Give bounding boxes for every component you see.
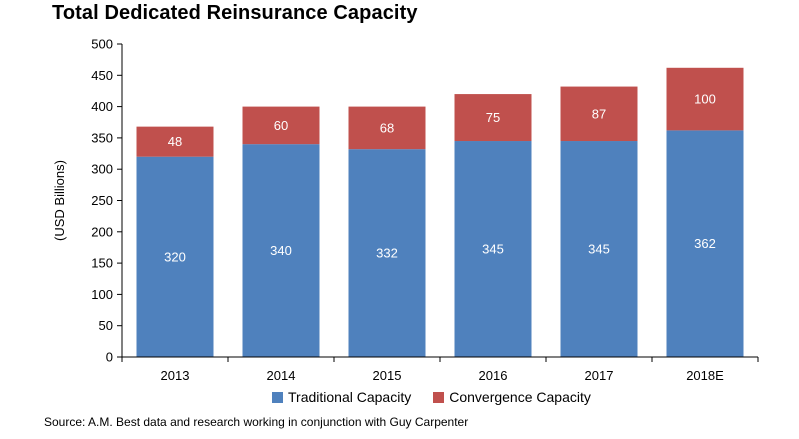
bar-traditional — [242, 144, 320, 357]
y-axis-title: (USD Billions) — [52, 160, 67, 241]
chart-title: Total Dedicated Reinsurance Capacity — [52, 2, 418, 24]
y-tick-label: 250 — [91, 193, 113, 208]
y-tick-label: 50 — [99, 318, 113, 333]
data-label: 340 — [270, 243, 292, 258]
x-tick-label: 2017 — [585, 368, 614, 383]
legend-item-traditional: Traditional Capacity — [272, 389, 411, 405]
bar-traditional — [136, 156, 214, 357]
bar-convergence — [136, 126, 214, 157]
legend-swatch-traditional — [272, 391, 283, 403]
data-label: 332 — [376, 246, 398, 261]
bar-convergence — [242, 106, 320, 145]
bar-traditional — [348, 149, 426, 357]
data-label: 68 — [380, 120, 394, 135]
data-label: 320 — [164, 249, 186, 264]
bar-traditional — [560, 141, 638, 357]
x-tick-label: 2015 — [373, 368, 402, 383]
legend-item-convergence: Convergence Capacity — [433, 389, 591, 405]
x-tick-label: 2013 — [161, 368, 190, 383]
y-tick-label: 450 — [91, 68, 113, 83]
data-label: 60 — [274, 118, 288, 133]
legend-swatch-convergence — [433, 391, 445, 403]
bar-convergence — [454, 94, 532, 142]
legend-label-convergence: Convergence Capacity — [449, 389, 591, 405]
data-label: 75 — [486, 110, 500, 125]
y-tick-label: 100 — [91, 287, 113, 302]
legend: Traditional Capacity Convergence Capacit… — [272, 389, 613, 405]
data-label: 345 — [588, 242, 610, 257]
x-tick-label: 2018E — [686, 368, 724, 383]
bar-convergence — [666, 67, 744, 131]
y-tick-label: 400 — [91, 99, 113, 114]
y-tick-label: 200 — [91, 224, 113, 239]
data-label: 362 — [694, 236, 716, 251]
bar-convergence — [560, 86, 638, 142]
bar-convergence — [348, 106, 426, 150]
y-tick-label: 150 — [91, 256, 113, 271]
source-note: Source: A.M. Best data and research work… — [44, 415, 469, 429]
data-label: 100 — [694, 92, 716, 107]
x-tick-label: 2016 — [479, 368, 508, 383]
y-tick-label: 300 — [91, 162, 113, 177]
data-label: 87 — [592, 106, 606, 121]
legend-label-traditional: Traditional Capacity — [288, 389, 412, 405]
y-tick-label: 500 — [91, 37, 113, 52]
bar-traditional — [454, 141, 532, 357]
y-tick-label: 0 — [106, 350, 113, 365]
bar-traditional — [666, 130, 744, 357]
x-tick-label: 2014 — [267, 368, 296, 383]
data-label: 345 — [482, 242, 504, 257]
y-tick-label: 350 — [91, 130, 113, 145]
data-label: 48 — [168, 134, 182, 149]
